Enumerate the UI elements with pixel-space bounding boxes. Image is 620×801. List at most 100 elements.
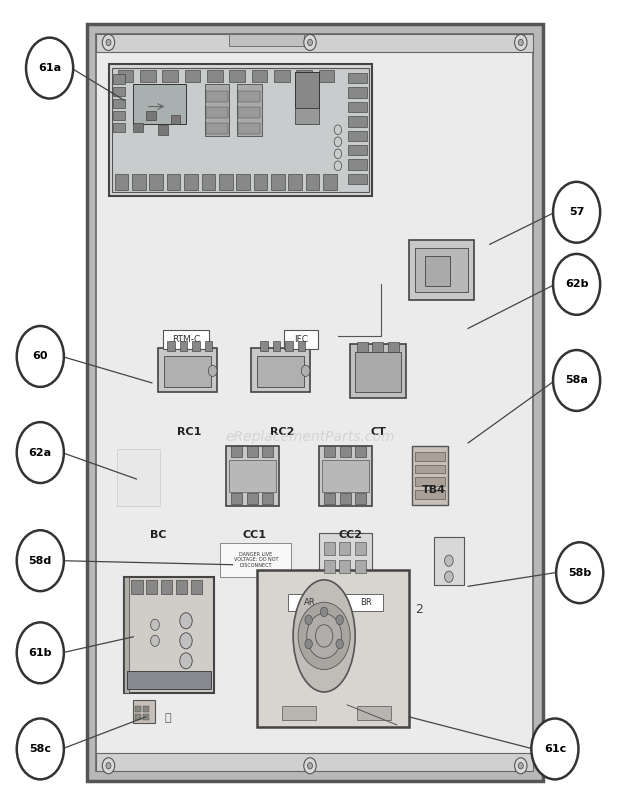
Bar	[409, 240, 474, 300]
Bar	[271, 174, 285, 190]
Bar	[113, 123, 125, 132]
Bar	[124, 577, 214, 693]
Bar	[350, 344, 406, 398]
Bar	[296, 70, 312, 82]
Bar	[262, 446, 273, 457]
Circle shape	[553, 350, 600, 411]
Bar	[323, 174, 337, 190]
Circle shape	[151, 635, 159, 646]
Circle shape	[556, 542, 603, 603]
Bar	[207, 70, 223, 82]
Bar	[348, 174, 367, 184]
Bar	[324, 446, 335, 457]
Bar	[229, 34, 304, 46]
Bar	[285, 341, 293, 351]
Bar	[356, 706, 391, 720]
Bar	[113, 87, 125, 96]
Circle shape	[17, 422, 64, 483]
Circle shape	[17, 718, 64, 779]
Bar	[339, 560, 350, 573]
Text: AR: AR	[304, 598, 316, 607]
Text: BR: BR	[360, 598, 371, 607]
Bar	[205, 341, 212, 351]
Bar	[356, 342, 368, 352]
Bar	[170, 115, 180, 124]
Circle shape	[518, 39, 523, 46]
Text: 57: 57	[569, 207, 584, 217]
Bar	[158, 125, 168, 135]
Bar	[348, 73, 367, 83]
Text: CT: CT	[370, 427, 386, 437]
Bar	[226, 446, 279, 506]
Bar	[96, 753, 533, 771]
Bar	[306, 174, 319, 190]
Bar	[229, 460, 276, 492]
Bar	[143, 714, 149, 720]
Text: 58a: 58a	[565, 376, 588, 385]
Bar	[205, 84, 229, 136]
Circle shape	[518, 763, 523, 769]
Text: 60: 60	[33, 352, 48, 361]
Circle shape	[307, 614, 342, 658]
Bar	[164, 356, 211, 387]
Bar	[348, 102, 367, 112]
Bar	[388, 342, 399, 352]
Bar	[257, 356, 304, 387]
Bar	[254, 174, 267, 190]
Bar	[257, 570, 409, 727]
Bar	[251, 348, 310, 392]
Circle shape	[102, 758, 115, 774]
Bar	[132, 174, 146, 190]
Bar	[348, 131, 367, 141]
Bar	[252, 70, 267, 82]
Text: RTM-C: RTM-C	[172, 335, 200, 344]
Text: 61c: 61c	[544, 744, 566, 754]
Circle shape	[336, 639, 343, 649]
Text: CC2: CC2	[339, 530, 362, 540]
Bar	[115, 174, 128, 190]
Bar	[247, 446, 258, 457]
Circle shape	[515, 758, 527, 774]
Bar	[355, 352, 401, 392]
Text: RC2: RC2	[270, 427, 294, 437]
Circle shape	[151, 619, 159, 630]
Bar	[113, 74, 125, 84]
Bar	[133, 123, 143, 132]
Bar	[238, 123, 260, 134]
Circle shape	[304, 34, 316, 50]
Bar	[180, 341, 187, 351]
Bar	[415, 477, 445, 486]
Bar	[117, 449, 160, 506]
Bar	[127, 671, 211, 689]
Bar	[273, 341, 280, 351]
Text: eReplacementParts.com: eReplacementParts.com	[225, 429, 395, 444]
Circle shape	[334, 149, 342, 159]
Text: 2: 2	[415, 603, 423, 616]
Circle shape	[102, 34, 115, 50]
Bar	[415, 490, 445, 499]
Bar	[112, 68, 369, 192]
Bar	[191, 580, 202, 594]
Bar	[149, 174, 163, 190]
Text: TB4: TB4	[422, 485, 446, 494]
Bar	[167, 341, 175, 351]
Bar	[162, 330, 210, 349]
Circle shape	[301, 365, 310, 376]
Circle shape	[531, 718, 578, 779]
Bar	[319, 533, 372, 577]
Text: 58d: 58d	[29, 556, 52, 566]
Bar	[238, 107, 260, 118]
Bar	[415, 248, 468, 292]
Bar	[96, 34, 533, 52]
Circle shape	[445, 571, 453, 582]
Text: CC1: CC1	[242, 530, 266, 540]
Bar	[133, 700, 155, 723]
Text: 61a: 61a	[38, 63, 61, 73]
Bar	[192, 341, 200, 351]
Text: 58b: 58b	[568, 568, 591, 578]
Bar	[140, 70, 156, 82]
Text: ⏚: ⏚	[164, 713, 171, 723]
Circle shape	[316, 625, 333, 647]
Circle shape	[305, 639, 312, 649]
Bar	[124, 577, 129, 693]
